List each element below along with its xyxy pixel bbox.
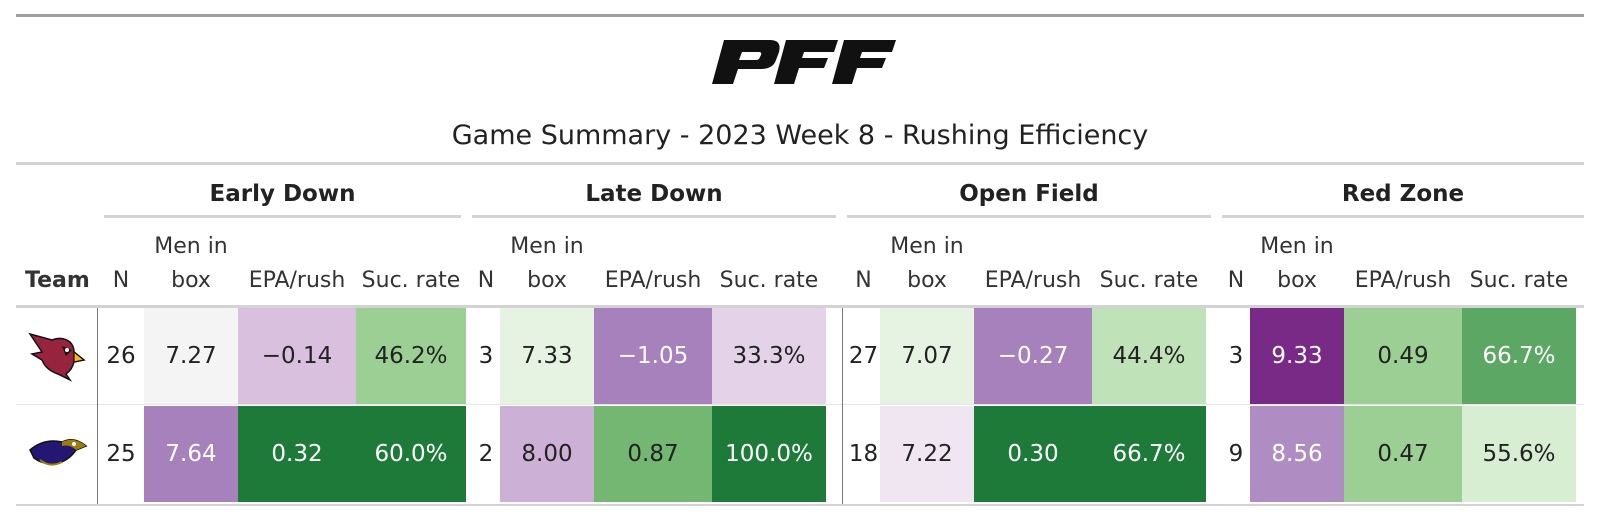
pff-logo xyxy=(708,38,896,86)
table-cell-men: 9.33 xyxy=(1250,308,1344,404)
table-cell-epa: −1.05 xyxy=(594,308,712,404)
header-label: Suc. rate xyxy=(356,264,466,298)
column-header-suc-rate: Suc. rate xyxy=(712,226,826,306)
ravens-logo-icon xyxy=(28,434,88,480)
table-cell-suc: 66.7% xyxy=(1462,308,1576,404)
table-cell-epa: 0.32 xyxy=(238,406,356,502)
column-header-epa-rush: EPA/rush xyxy=(238,226,356,306)
column-header-n: N xyxy=(472,226,500,306)
table-cell-suc: 33.3% xyxy=(712,308,826,404)
header-label-line2: box xyxy=(880,264,974,298)
column-header-men-in-box: Men in box xyxy=(880,226,974,306)
group-label: Open Field xyxy=(959,181,1099,207)
header-label: Suc. rate xyxy=(1462,264,1576,298)
header-label: EPA/rush xyxy=(594,264,712,298)
column-header-men-in-box: Men in box xyxy=(144,226,238,306)
group-underline xyxy=(1222,215,1584,218)
table-cell-suc: 100.0% xyxy=(712,406,826,502)
table-cell-men: 8.00 xyxy=(500,406,594,502)
column-header-suc-rate: Suc. rate xyxy=(356,226,466,306)
table-cell-suc: 44.4% xyxy=(1092,308,1206,404)
table-cell-suc: 66.7% xyxy=(1092,406,1206,502)
column-header-n: N xyxy=(98,226,144,306)
header-label-line2: box xyxy=(500,264,594,298)
table-cell-n: 9 xyxy=(1222,406,1250,502)
header-label-line2: box xyxy=(144,264,238,298)
table-cell-n: 27 xyxy=(847,308,880,404)
table-cell-suc: 60.0% xyxy=(356,406,466,502)
column-header-epa-rush: EPA/rush xyxy=(1344,226,1462,306)
header-label: N xyxy=(847,264,880,298)
table-cell-men: 7.33 xyxy=(500,308,594,404)
column-header-suc-rate: Suc. rate xyxy=(1462,226,1576,306)
table-subtitle: Game Summary - 2023 Week 8 - Rushing Eff… xyxy=(16,116,1584,156)
cardinals-logo-icon xyxy=(28,330,86,382)
header-label: EPA/rush xyxy=(974,264,1092,298)
table-cell-n: 2 xyxy=(472,406,500,502)
table-cell-epa: 0.49 xyxy=(1344,308,1462,404)
header-label-line1: Men in xyxy=(880,230,974,264)
group-divider xyxy=(842,308,843,504)
header-label: Suc. rate xyxy=(712,264,826,298)
team-column-divider xyxy=(97,308,98,504)
column-header-epa-rush: EPA/rush xyxy=(594,226,712,306)
team-cell xyxy=(16,308,98,404)
group-underline xyxy=(472,215,836,218)
row-separator xyxy=(16,404,1584,405)
table-cell-n: 25 xyxy=(98,406,144,502)
header-label: N xyxy=(98,264,144,298)
table-cell-men: 7.64 xyxy=(144,406,238,502)
table-cell-men: 7.27 xyxy=(144,308,238,404)
table-cell-n: 26 xyxy=(98,308,144,404)
table-cell-epa: −0.14 xyxy=(238,308,356,404)
header-label: EPA/rush xyxy=(1344,264,1462,298)
header-label: N xyxy=(472,264,500,298)
group-header-early-down: Early Down xyxy=(104,174,461,218)
top-rule xyxy=(16,14,1584,17)
table-cell-n: 3 xyxy=(472,308,500,404)
table-cell-n: 3 xyxy=(1222,308,1250,404)
group-header-red-zone: Red Zone xyxy=(1222,174,1584,218)
column-header-men-in-box: Men in box xyxy=(500,226,594,306)
table-cell-epa: 0.87 xyxy=(594,406,712,502)
header-label-line1: Men in xyxy=(144,230,238,264)
header-label-line1: Men in xyxy=(500,230,594,264)
table-cell-epa: 0.47 xyxy=(1344,406,1462,502)
table-cell-men: 7.07 xyxy=(880,308,974,404)
group-underline xyxy=(104,215,461,218)
table-cell-n: 18 xyxy=(847,406,880,502)
team-cell xyxy=(16,406,98,502)
table-cell-suc: 55.6% xyxy=(1462,406,1576,502)
header-label: EPA/rush xyxy=(238,264,356,298)
table-cell-men: 7.22 xyxy=(880,406,974,502)
column-header-team: Team xyxy=(16,226,98,306)
column-header-epa-rush: EPA/rush xyxy=(974,226,1092,306)
header-label-line1: Men in xyxy=(1250,230,1344,264)
group-label: Early Down xyxy=(210,181,356,207)
table-cell-epa: 0.30 xyxy=(974,406,1092,502)
subtitle-rule xyxy=(16,162,1584,165)
header-label: Suc. rate xyxy=(1092,264,1206,298)
group-label: Late Down xyxy=(585,181,722,207)
header-label: Team xyxy=(25,264,98,298)
column-header-men-in-box: Men in box xyxy=(1250,226,1344,306)
table-cell-epa: −0.27 xyxy=(974,308,1092,404)
header-label: N xyxy=(1222,264,1250,298)
table-cell-men: 8.56 xyxy=(1250,406,1344,502)
table-cell-suc: 46.2% xyxy=(356,308,466,404)
table-bottom-rule xyxy=(16,504,1584,506)
group-header-late-down: Late Down xyxy=(472,174,836,218)
column-header-n: N xyxy=(1222,226,1250,306)
header-label-line2: box xyxy=(1250,264,1344,298)
group-underline xyxy=(847,215,1211,218)
column-header-n: N xyxy=(847,226,880,306)
group-label: Red Zone xyxy=(1342,181,1464,207)
column-header-suc-rate: Suc. rate xyxy=(1092,226,1206,306)
group-header-open-field: Open Field xyxy=(847,174,1211,218)
